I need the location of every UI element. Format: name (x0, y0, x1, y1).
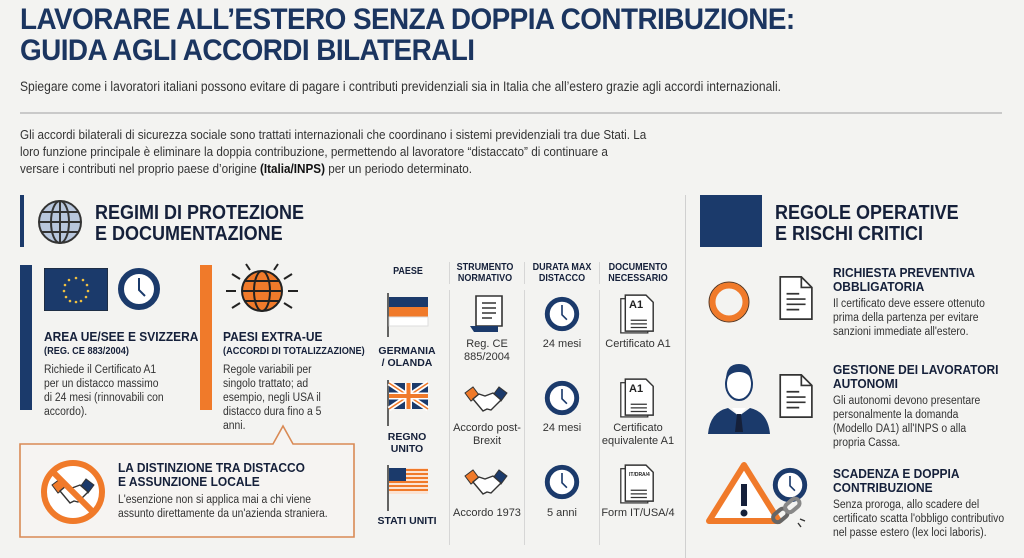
column-header: PAESE (393, 266, 423, 277)
rule-title: GESTIONE DEI LAVORATORI AUTONOMI (833, 363, 998, 391)
callout-title-line: LA DISTINZIONE TRA DISTACCO (118, 460, 305, 475)
callout-title: LA DISTINZIONE TRA DISTACCO E ASSUNZIONE … (118, 461, 305, 489)
country-label: STATI UNITI (377, 515, 437, 527)
duration-text: 5 anni (547, 507, 577, 519)
document-icon-label: A1 (629, 299, 644, 311)
eu-flag-icon (44, 268, 108, 311)
column-header: STRUMENTO NORMATIVO (456, 262, 514, 284)
column-divider (599, 262, 600, 284)
clock-icon (117, 267, 161, 311)
section-title-line: E RISCHI CRITICI (775, 223, 924, 245)
section-title-line: E DOCUMENTAZIONE (95, 223, 283, 245)
document-icon-label: A1 (629, 383, 644, 395)
rule-title: SCADENZA E DOPPIA CONTRIBUZIONE (833, 467, 959, 495)
rule-body: Il certificato deve essere ottenuto prim… (833, 298, 985, 338)
document-text: Certificato equivalente A1 (601, 422, 675, 447)
card-subtitle: (REG. CE 883/2004) (44, 346, 129, 357)
rule-title-line: GESTIONE DEI LAVORATORI (833, 362, 999, 377)
document-icon (779, 374, 813, 418)
a1-document-icon: A1 (619, 293, 655, 335)
clock-icon (544, 380, 580, 416)
country-label: REGNO UNITO (387, 431, 427, 455)
callout-title-line: E ASSUNZIONE LOCALE (118, 474, 260, 489)
us-flag-icon (387, 465, 428, 511)
page-subtitle: Spiegare come i lavoratori italiani poss… (20, 79, 782, 94)
document-icon (779, 276, 813, 320)
column-divider (449, 262, 450, 284)
card-subtitle: (ACCORDI DI TOTALIZZAZIONE) (223, 346, 365, 357)
instrument-text: Accordo 1973 (453, 507, 521, 519)
rule-title-line: RICHIESTA PREVENTIVA (833, 265, 975, 280)
card-title: AREA UE/SEE E SVIZZERA (44, 329, 199, 344)
uk-flag-icon (387, 380, 429, 426)
rule-title-line: AUTONOMI (833, 376, 898, 391)
callout-body: L'esenzione non si applica mai a chi vie… (118, 494, 328, 520)
handshake-icon (463, 385, 509, 415)
column-divider (524, 262, 525, 284)
globe-icon (38, 200, 82, 244)
document-icon-label: IT/DRA/4 (629, 472, 650, 478)
column-divider (524, 290, 525, 545)
card-accent-bar (20, 265, 32, 410)
document-text: Certificato A1 (605, 338, 671, 350)
column-divider (599, 290, 600, 545)
column-header: DURATA MAX DISTACCO (532, 262, 592, 284)
callout-frame (19, 424, 355, 538)
rule-title-line: OBBLIGATORIA (833, 279, 925, 294)
column-divider (449, 290, 450, 545)
intro-paragraph: Gli accordi bilaterali di sicurezza soci… (20, 126, 650, 177)
rule-title-line: CONTRIBUZIONE (833, 480, 933, 495)
card-body: Richiede il Certificato A1 per un distac… (44, 364, 164, 418)
duration-text: 24 mesi (542, 338, 582, 350)
section-accent-bar (20, 195, 24, 247)
a1-document-icon: A1 (619, 377, 655, 419)
section-title-right: REGOLE OPERATIVE E RISCHI CRITICI (775, 203, 959, 245)
ring-icon (708, 281, 750, 323)
duration-text: 24 mesi (542, 422, 582, 434)
no-handshake-icon (41, 460, 105, 524)
card-title: PAESI EXTRA-UE (223, 329, 323, 344)
page-title: LAVORARE ALL’ESTERO SENZA DOPPIA CONTRIB… (20, 4, 795, 66)
handshake-icon (463, 468, 509, 498)
instrument-text: Accordo post-Brexit (453, 422, 521, 447)
rule-title: RICHIESTA PREVENTIVA OBBLIGATORIA (833, 266, 975, 294)
instrument-text: Reg. CE 885/2004 (464, 338, 510, 363)
person-icon (708, 364, 770, 434)
germany-netherlands-flag-icon (387, 293, 429, 337)
section-icon-square (700, 195, 762, 247)
form-document-icon: IT/DRA/4 (619, 463, 655, 505)
section-title-left: REGIMI DI PROTEZIONE E DOCUMENTAZIONE (95, 203, 304, 245)
title-line-2: GUIDA AGLI ACCORDI BILATERALI (20, 34, 475, 67)
clock-icon (544, 296, 580, 332)
warning-icon (706, 462, 782, 524)
clock-icon (544, 464, 580, 500)
country-label: GERMANIA / OLANDA (378, 345, 436, 369)
document-text: Form IT/USA/4 (601, 507, 675, 519)
card-body: Regole variabili per singolo trattato; a… (223, 364, 322, 432)
title-line-1: LAVORARE ALL’ESTERO SENZA DOPPIA CONTRIB… (20, 3, 795, 36)
scroll-icon (470, 295, 503, 332)
card-accent-bar (200, 265, 212, 410)
intro-text: Gli accordi bilaterali di sicurezza soci… (20, 127, 647, 176)
rule-body: Senza proroga, allo scadere del certific… (833, 499, 1005, 539)
rule-title-line: SCADENZA E DOPPIA (833, 466, 960, 481)
intro-bold: (Italia/INPS) (259, 161, 326, 176)
section-title-line: REGOLE OPERATIVE (775, 202, 959, 224)
globe-icon (226, 263, 298, 312)
broken-chain-icon (771, 496, 806, 528)
section-title-line: REGIMI DI PROTEZIONE (95, 202, 305, 224)
rule-body: Gli autonomi devono presentare personalm… (833, 395, 981, 449)
column-header: DOCUMENTO NECESSARIO (608, 262, 668, 284)
intro-text-end: per un periodo determinato. (325, 161, 473, 176)
divider (20, 112, 1002, 114)
section-divider (685, 195, 686, 558)
